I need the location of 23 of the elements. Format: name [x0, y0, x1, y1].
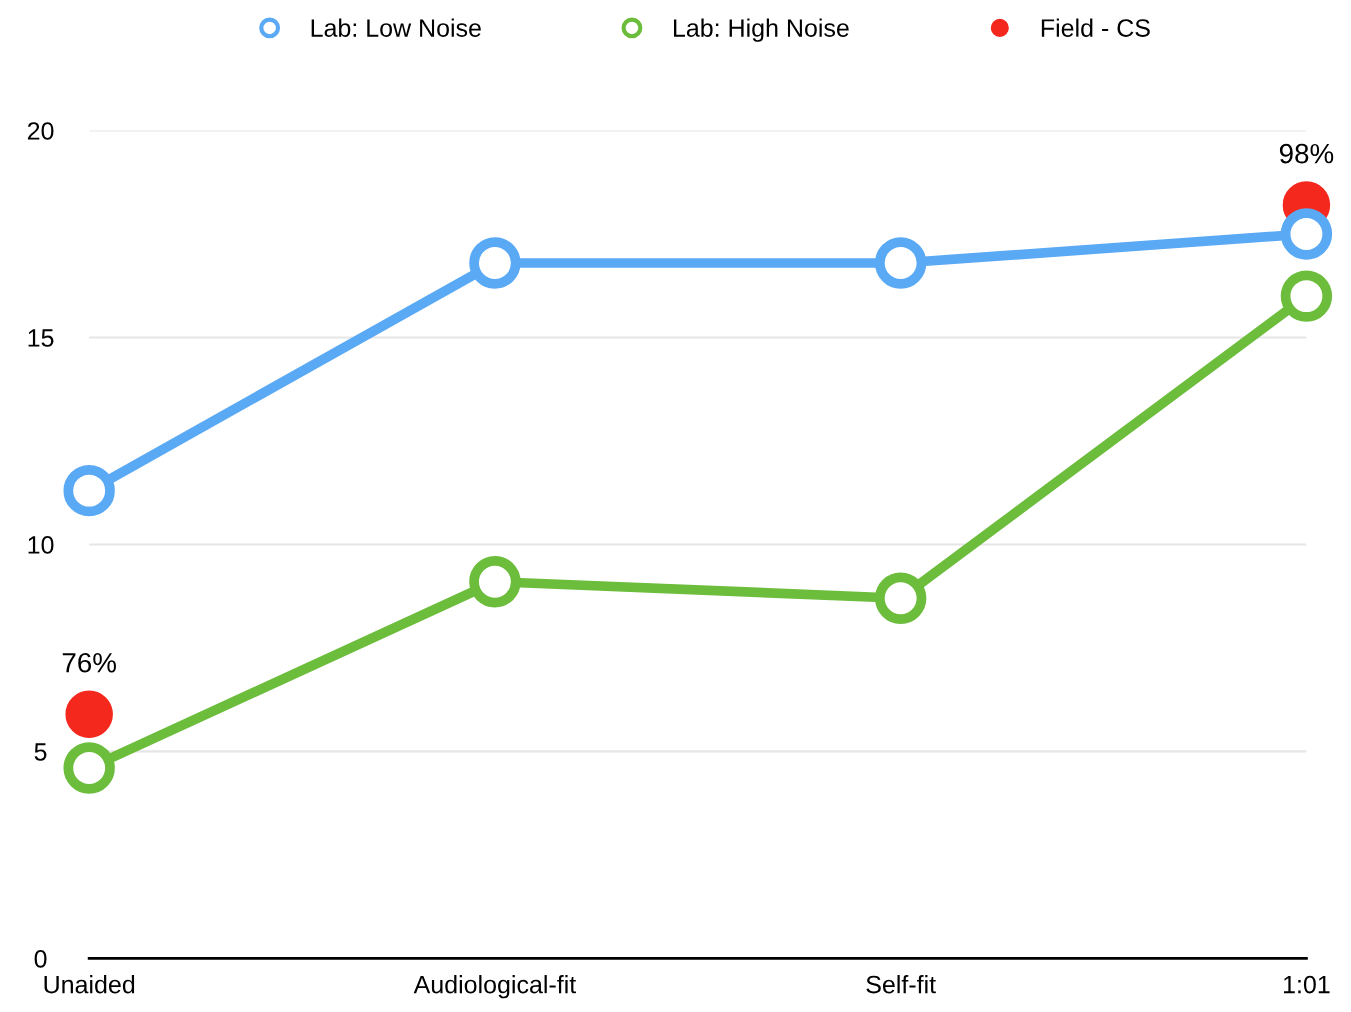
y-tick-label: 10	[28, 536, 54, 554]
y-tick-label: 5	[34, 743, 47, 761]
legend-label: Lab: High Noise	[674, 18, 849, 42]
point	[874, 237, 927, 289]
x-tick-label: 1:01	[1284, 975, 1330, 994]
point	[65, 690, 113, 738]
x-tick-label: Audiological-fit	[413, 975, 577, 999]
point	[63, 464, 115, 517]
legend-label: Field - CS	[1041, 18, 1150, 37]
x-tick-label: Self-fit	[866, 975, 936, 994]
y-tick-label: 0	[34, 949, 47, 968]
x-tick-label: Unaided	[44, 975, 135, 994]
point	[469, 556, 521, 608]
annotation: 98%	[1279, 143, 1334, 164]
y-tick-label: 20	[27, 122, 54, 140]
annotation: 76%	[62, 652, 116, 673]
point	[1280, 208, 1333, 260]
point	[1280, 270, 1333, 322]
point	[874, 572, 927, 624]
point	[63, 742, 115, 794]
legend-label: Lab: Low Noise	[311, 18, 481, 37]
y-tick-label: 15	[28, 329, 54, 347]
point	[469, 237, 521, 289]
